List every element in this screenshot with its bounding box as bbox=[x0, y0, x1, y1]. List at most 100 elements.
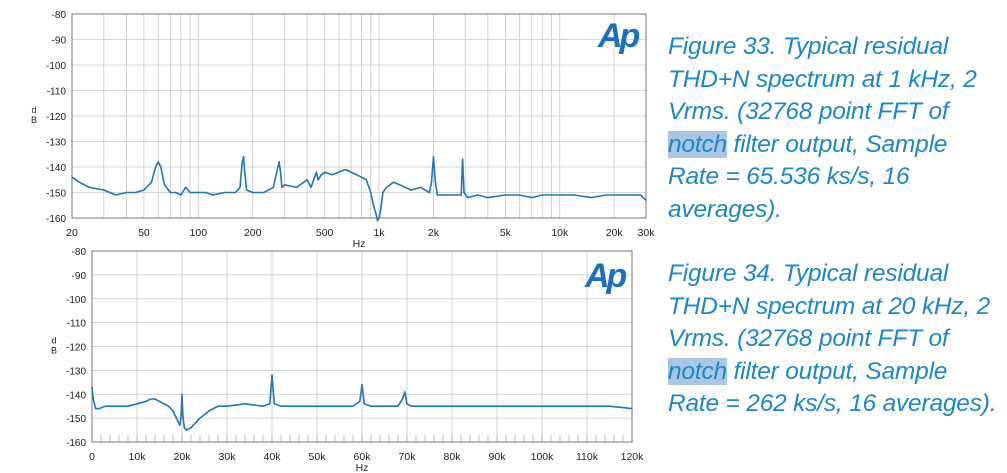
data-point bbox=[504, 194, 507, 196]
data-point bbox=[234, 191, 236, 194]
y-axis-label: B bbox=[31, 115, 37, 125]
data-point bbox=[262, 191, 265, 194]
data-point bbox=[160, 166, 162, 168]
data-point bbox=[127, 405, 129, 407]
data-point bbox=[145, 400, 147, 403]
y-tick-label: -80 bbox=[52, 10, 67, 21]
data-point bbox=[398, 184, 401, 186]
x-tick-label: 40k bbox=[264, 451, 282, 463]
data-point bbox=[180, 415, 182, 417]
ap-logo: Ap bbox=[584, 257, 627, 295]
x-tick-label: 30k bbox=[638, 227, 656, 239]
data-point bbox=[243, 168, 246, 171]
data-point bbox=[385, 186, 388, 189]
data-point bbox=[149, 398, 152, 400]
data-point bbox=[78, 181, 81, 183]
data-point bbox=[370, 405, 372, 407]
data-point bbox=[199, 417, 201, 419]
data-point bbox=[406, 403, 408, 405]
data-point bbox=[115, 194, 117, 196]
data-point bbox=[242, 156, 245, 158]
data-point bbox=[338, 171, 340, 173]
data-point bbox=[245, 189, 248, 191]
x-tick-label: 2k bbox=[428, 227, 440, 239]
x-tick-label: 50 bbox=[138, 227, 150, 239]
caption-text: Figure 34. Typical residual THD+N spectr… bbox=[668, 260, 991, 352]
data-point bbox=[313, 176, 316, 178]
plot-frame bbox=[71, 13, 647, 219]
data-point bbox=[573, 194, 575, 196]
data-point bbox=[154, 398, 156, 400]
data-point bbox=[158, 400, 161, 403]
data-point bbox=[239, 186, 241, 189]
data-point bbox=[443, 194, 446, 196]
data-point bbox=[631, 407, 633, 410]
data-point bbox=[350, 171, 352, 173]
data-point bbox=[295, 186, 298, 189]
data-point bbox=[379, 209, 382, 212]
ap-logo: Ap bbox=[597, 17, 640, 55]
data-point bbox=[365, 179, 367, 181]
data-point bbox=[460, 194, 462, 196]
caption-figure-33: Figure 33. Typical residual THD+N spectr… bbox=[668, 31, 998, 226]
data-point bbox=[269, 403, 271, 405]
data-point bbox=[92, 398, 95, 400]
data-point bbox=[518, 405, 521, 407]
data-point bbox=[487, 196, 489, 199]
data-point bbox=[183, 426, 185, 429]
data-point bbox=[143, 189, 145, 191]
x-tick-label: 10k bbox=[129, 451, 147, 463]
data-point bbox=[184, 186, 187, 189]
data-point bbox=[432, 156, 435, 158]
x-axis-label: Hz bbox=[353, 238, 366, 250]
data-point bbox=[541, 405, 543, 407]
data-point bbox=[98, 407, 100, 410]
data-point bbox=[169, 191, 172, 194]
data-point bbox=[352, 405, 354, 407]
y-tick-label: -160 bbox=[66, 438, 86, 449]
data-point bbox=[392, 181, 395, 183]
data-point bbox=[182, 415, 184, 417]
data-point bbox=[410, 189, 412, 191]
data-point bbox=[211, 194, 214, 196]
data-point bbox=[630, 194, 633, 196]
y-tick-label: -150 bbox=[46, 189, 66, 200]
data-point bbox=[190, 426, 192, 429]
data-point bbox=[338, 405, 341, 407]
data-point bbox=[306, 179, 308, 181]
data-point bbox=[136, 403, 138, 405]
data-point bbox=[605, 194, 607, 196]
data-point bbox=[167, 405, 170, 407]
data-point bbox=[273, 403, 275, 405]
data-point bbox=[157, 161, 159, 163]
data-point bbox=[451, 405, 453, 407]
data-point bbox=[463, 191, 465, 194]
data-point bbox=[370, 191, 372, 194]
x-tick-label: 30k bbox=[219, 451, 237, 463]
x-tick-label: 20 bbox=[66, 227, 78, 239]
data-point bbox=[224, 191, 226, 194]
data-point bbox=[461, 158, 464, 161]
data-point bbox=[71, 176, 73, 178]
data-point bbox=[244, 403, 246, 405]
data-point bbox=[541, 194, 543, 196]
data-point bbox=[103, 189, 105, 191]
data-point bbox=[496, 405, 498, 407]
data-point bbox=[179, 424, 181, 426]
data-point bbox=[279, 171, 282, 173]
data-point bbox=[217, 405, 219, 407]
y-axis-label: d bbox=[51, 336, 56, 346]
data-point bbox=[428, 191, 431, 194]
data-point bbox=[298, 405, 300, 407]
data-point bbox=[172, 410, 174, 412]
y-tick-label: -100 bbox=[66, 295, 86, 306]
x-tick-label: 20k bbox=[606, 227, 624, 239]
data-point bbox=[453, 194, 455, 196]
y-axis-label: d bbox=[31, 105, 36, 115]
plot-frame bbox=[91, 250, 633, 443]
data-point bbox=[410, 405, 413, 407]
data-point bbox=[315, 171, 318, 173]
data-point bbox=[181, 393, 183, 395]
data-point bbox=[208, 410, 210, 412]
caption-text: Figure 33. Typical residual THD+N spectr… bbox=[668, 33, 977, 125]
